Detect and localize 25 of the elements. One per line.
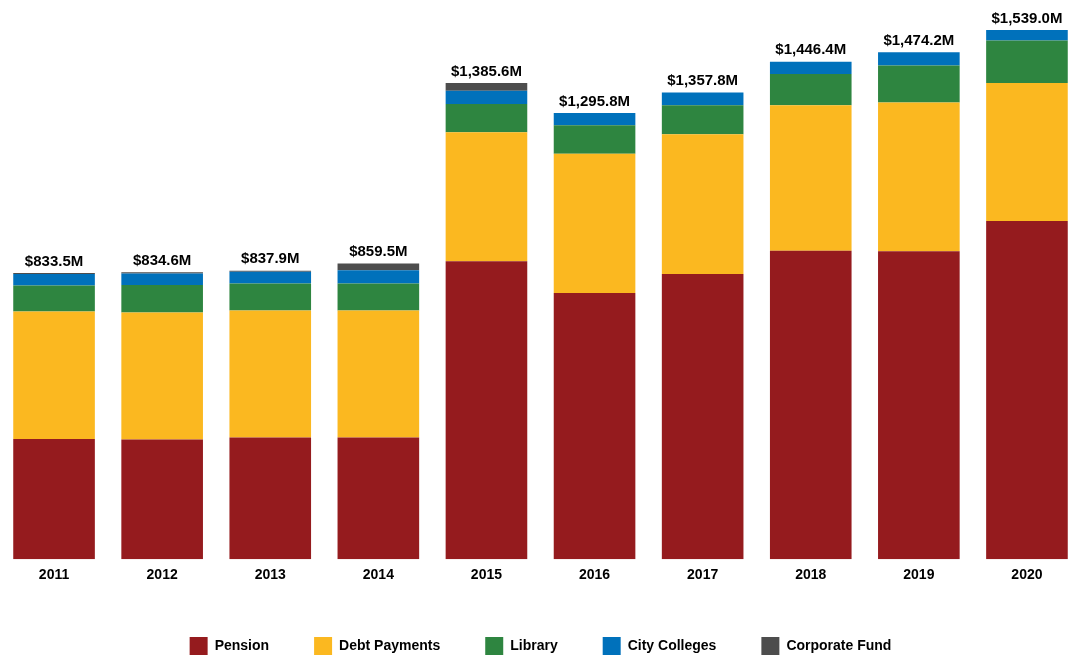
legend-label: Corporate Fund — [786, 636, 892, 653]
x-tick-label: 2020 — [1011, 566, 1043, 583]
x-tick-label: 2012 — [146, 566, 178, 583]
x-tick-label: 2011 — [38, 566, 70, 583]
annotation: $833.5M — [24, 251, 84, 269]
x-tick-label: 2016 — [578, 566, 611, 583]
annotation: $1,539.0M — [991, 8, 1063, 26]
annotation: $834.6M — [132, 251, 192, 269]
x-tick-label: 2017 — [687, 566, 719, 583]
x-tick-label: 2018 — [795, 566, 827, 583]
annotation: $837.9M — [241, 249, 300, 267]
x-tick-label: 2019 — [903, 566, 935, 583]
x-tick-label: 2013 — [254, 566, 287, 583]
annotation: $859.5M — [349, 242, 408, 260]
legend-label: Debt Payments — [339, 636, 441, 653]
annotation: $1,385.6M — [451, 61, 522, 79]
legend-label: Library — [510, 636, 558, 653]
annotation: $1,474.2M — [883, 30, 955, 48]
legend-label: Pension — [214, 636, 270, 653]
x-tick-label: 2015 — [470, 566, 503, 583]
annotation: $1,446.4M — [775, 40, 847, 58]
legend-label: City Colleges — [627, 636, 717, 653]
x-tick-label: 2014 — [362, 566, 395, 583]
annotation: $1,295.8M — [559, 91, 630, 109]
annotation: $1,357.8M — [667, 71, 739, 89]
